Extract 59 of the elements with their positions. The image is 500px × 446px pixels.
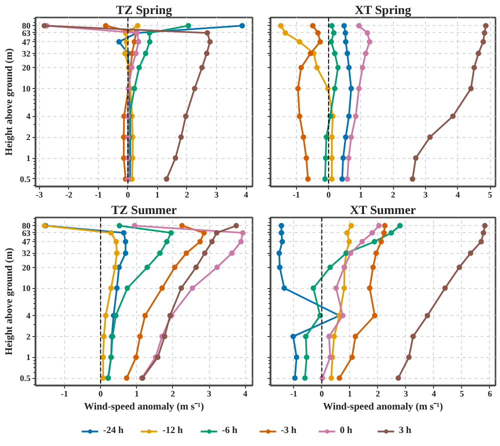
- x-tick-label: -2: [65, 190, 72, 200]
- x-tick-label: 3: [214, 190, 219, 200]
- y-tick-label: 32: [22, 248, 30, 258]
- x-tick-label: 3: [423, 190, 428, 200]
- y-axis-title: Height above ground (m): [4, 48, 15, 156]
- x-tick-label: 4: [243, 388, 248, 398]
- x-axis-title: Wind-speed anomaly (m s⁻¹): [323, 402, 444, 412]
- y-tick-label: 1: [26, 352, 30, 362]
- x-tick-label: -3: [36, 190, 43, 200]
- x-tick-label: 1: [155, 190, 160, 200]
- y-tick-label: 47: [22, 36, 32, 47]
- x-tick-label: 2: [170, 388, 176, 398]
- y-axis-title: Height above ground (m): [4, 248, 15, 356]
- x-tick-label: 0: [98, 388, 103, 398]
- y-tick-label: 4: [26, 111, 32, 122]
- x-tick-label: 3: [404, 388, 408, 398]
- chart-title: XT Spring: [354, 3, 412, 17]
- x-tick-label: 6: [488, 388, 492, 398]
- x-tick-label: 4: [456, 190, 461, 200]
- y-tick-label: 20: [22, 262, 30, 272]
- chart-title: TZ Spring: [116, 3, 173, 17]
- y-tick-label: 20: [22, 62, 30, 73]
- x-tick-label: 4: [244, 190, 249, 200]
- legend-label: 0 h: [340, 426, 354, 436]
- chart-title: XT Summer: [350, 203, 416, 217]
- x-tick-label: 2: [391, 190, 396, 200]
- legend-label: -3 h: [280, 426, 298, 436]
- x-tick-label: 0: [320, 388, 324, 398]
- x-tick-label: 2: [184, 190, 190, 200]
- y-tick-label: 0.5: [20, 373, 30, 384]
- x-tick-label: -1: [60, 388, 68, 398]
- chart-title: TZ Summer: [111, 203, 178, 217]
- legend-label: -6 h: [222, 426, 238, 436]
- y-tick-label: 10: [22, 84, 30, 94]
- y-tick-label: 1: [26, 153, 30, 164]
- x-tick-label: 1: [134, 388, 139, 398]
- y-tick-label: 32: [22, 48, 30, 58]
- y-tick-label: 4: [26, 310, 32, 321]
- x-tick-label: 1: [358, 190, 364, 200]
- x-tick-label: 0: [326, 190, 331, 200]
- x-tick-label: 2: [376, 388, 380, 398]
- legend-label: -12 h: [162, 426, 183, 436]
- y-tick-label: 2: [26, 132, 30, 142]
- x-tick-label: -1: [290, 388, 298, 398]
- x-tick-label: 0: [126, 190, 130, 200]
- x-tick-label: 5: [488, 190, 492, 200]
- y-tick-label: 0.5: [20, 174, 30, 184]
- y-tick-label: 2: [26, 331, 30, 342]
- x-tick-label: -1: [94, 190, 102, 200]
- x-tick-label: 4: [432, 388, 437, 398]
- y-tick-label: 47: [22, 236, 32, 247]
- legend-label: 3 h: [398, 426, 412, 436]
- x-tick-label: 3: [206, 388, 212, 398]
- legend-label: -24 h: [103, 426, 124, 436]
- x-tick-label: 1: [348, 388, 352, 398]
- y-tick-label: 10: [22, 283, 30, 294]
- x-tick-label: 5: [460, 388, 464, 398]
- x-axis-title: Wind-speed anomaly (m s⁻¹): [84, 402, 204, 412]
- x-tick-label: -1: [292, 190, 300, 200]
